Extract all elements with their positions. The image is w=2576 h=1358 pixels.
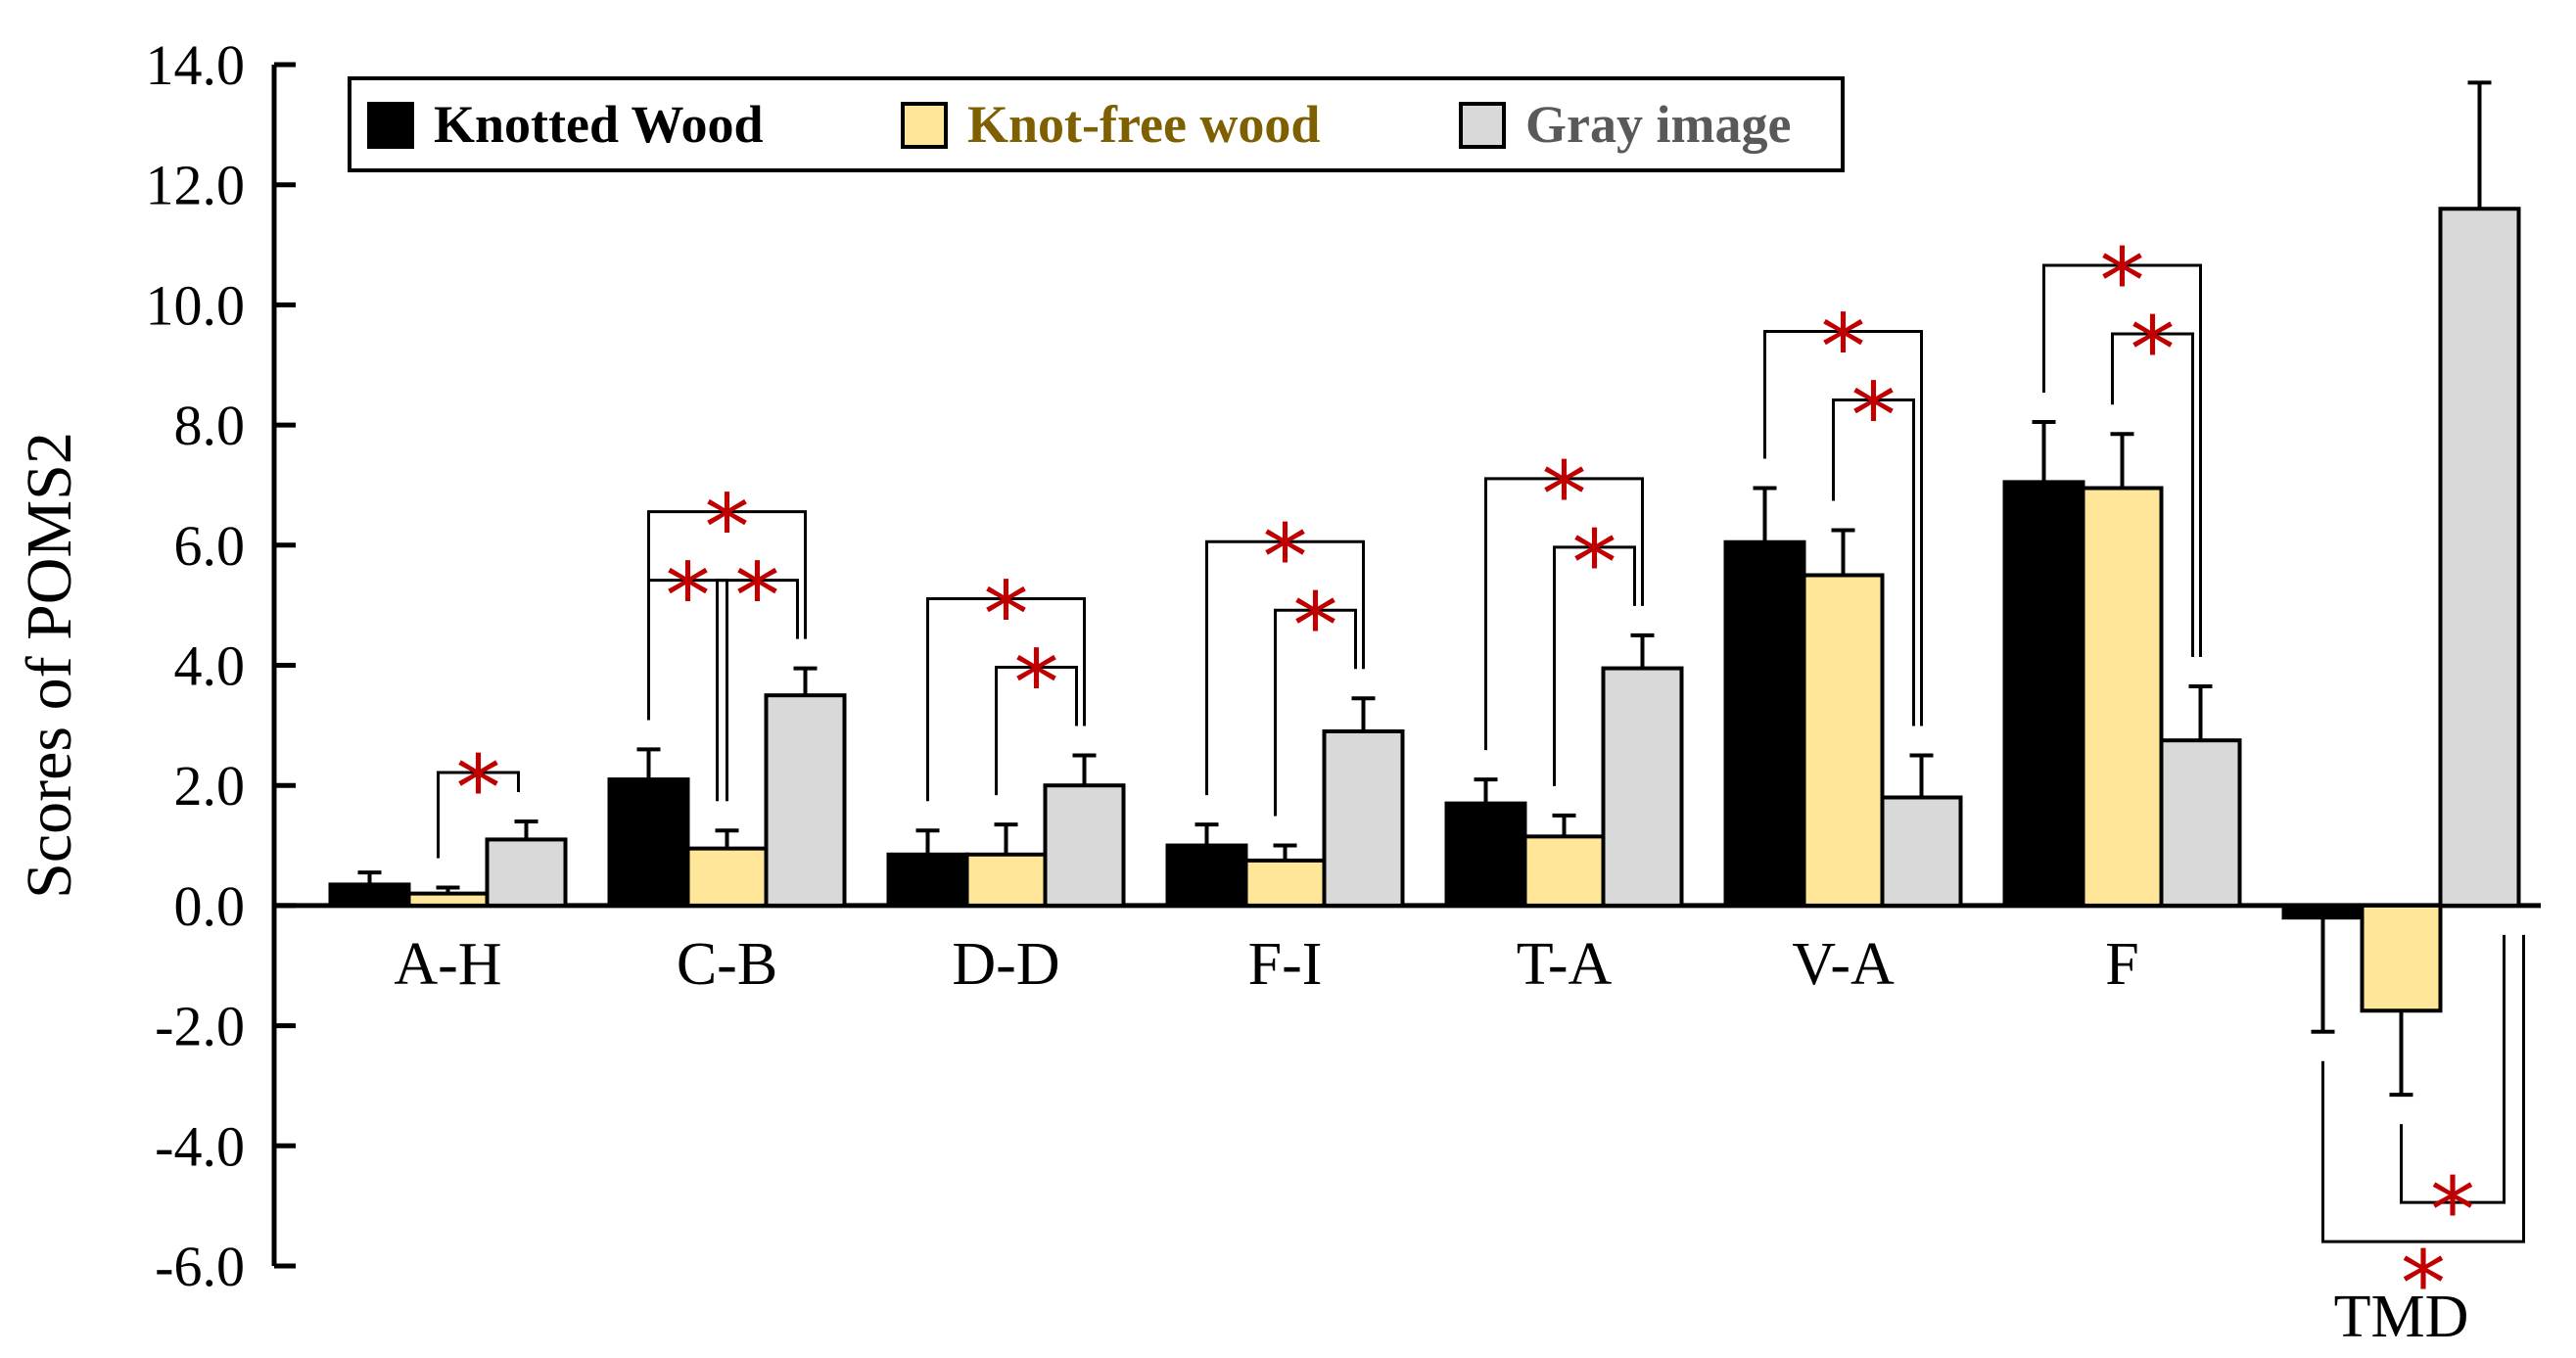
bar-v-a-series-1 <box>1802 573 1885 908</box>
significance-layer: *** * ************ <box>437 229 2525 1336</box>
bar-d-d-series-1 <box>964 852 1048 908</box>
significance-bracket <box>1763 330 1923 726</box>
bar-f-series-2 <box>2159 738 2242 908</box>
x-category-label: V-A <box>1792 931 1895 998</box>
significance-bracket <box>1832 398 1915 726</box>
bar-t-a-series-0 <box>1444 801 1527 908</box>
x-category-label: D-D <box>952 931 1059 998</box>
significance-bracket <box>2042 263 2202 657</box>
legend-label-0: Knotted Wood <box>434 95 764 154</box>
bar-f-i-series-0 <box>1165 843 1248 908</box>
bar-f-i-series-1 <box>1243 858 1327 908</box>
legend-swatch-2 <box>1459 102 1506 149</box>
legend-swatch-1 <box>901 102 948 149</box>
legend-label-2: Gray image <box>1525 95 1791 154</box>
significance-star: * <box>984 563 1029 668</box>
y-tick-label: 6.0 <box>174 514 246 578</box>
significance-bracket <box>995 666 1078 796</box>
y-tick-label: 0.0 <box>174 874 246 938</box>
bar-d-d-series-2 <box>1043 783 1126 908</box>
y-tick-label: 8.0 <box>174 394 246 457</box>
significance-star: * <box>2430 1158 2475 1263</box>
bar-c-b-series-0 <box>607 777 690 908</box>
y-tick-label: 12.0 <box>146 154 246 217</box>
significance-star: * <box>1821 296 1866 400</box>
significance-star: * <box>2100 229 2145 334</box>
x-category-label: C-B <box>677 931 777 998</box>
legend-label-1: Knot-free wood <box>967 95 1320 154</box>
significance-bracket <box>437 771 520 859</box>
significance-bracket <box>1484 477 1644 751</box>
y-tick-label: 10.0 <box>146 273 246 337</box>
significance-star: * <box>1542 443 1587 547</box>
significance-star: * <box>1263 505 1308 610</box>
bar-d-d-series-0 <box>886 852 969 908</box>
bar-c-b-series-2 <box>764 693 847 908</box>
bar-tmd-series-0 <box>2281 903 2365 920</box>
bar-f-series-1 <box>2081 486 2164 908</box>
axes-layer: -6.0 -4.0 -2.0 0.0 2.0 4.0 6.0 8.0 10.0 12.0 14.0 S… <box>14 33 2541 1350</box>
significance-bracket <box>716 579 799 802</box>
x-category-label: A-H <box>394 931 501 998</box>
significance-bracket <box>1274 608 1357 817</box>
significance-bracket <box>2400 934 2506 1204</box>
significance-star: * <box>735 544 780 649</box>
bar-v-a-series-2 <box>1880 795 1963 908</box>
bar-t-a-series-2 <box>1601 666 1684 908</box>
legend-box <box>348 76 1845 172</box>
y-tick-label: -4.0 <box>155 1114 245 1178</box>
significance-star: * <box>1851 364 1897 469</box>
significance-bracket <box>647 579 728 802</box>
x-category-label: F <box>2105 931 2138 998</box>
bar-tmd-series-1 <box>2360 903 2443 1013</box>
y-tick-label: 14.0 <box>146 33 246 97</box>
bars-layer <box>328 80 2521 1098</box>
bar-f-i-series-2 <box>1322 728 1405 908</box>
significance-star: * <box>1293 574 1338 679</box>
bar-v-a-series-0 <box>1723 539 1806 908</box>
significance-star: * <box>1014 632 1059 736</box>
bar-a-h-series-2 <box>485 837 568 908</box>
x-category-label: T-A <box>1517 931 1613 998</box>
significance-bracket <box>2321 934 2525 1243</box>
significance-star: * <box>456 736 501 841</box>
significance-bracket <box>926 597 1086 802</box>
x-category-label: F-I <box>1248 931 1323 998</box>
significance-star: * <box>1572 511 1617 616</box>
legend-swatch-0 <box>367 102 414 149</box>
significance-star: * <box>705 476 750 581</box>
x-category-label: TMD <box>2334 1284 2469 1350</box>
y-tick-label: -2.0 <box>155 995 245 1058</box>
y-tick-label: 2.0 <box>174 754 246 818</box>
legend: Knotted Wood Knot-free wood Gray image <box>348 76 1845 172</box>
bar-c-b-series-1 <box>685 846 769 908</box>
bar-t-a-series-1 <box>1522 834 1606 908</box>
y-tick-label: 4.0 <box>174 634 246 698</box>
y-axis-title: Scores of POMS2 <box>14 432 85 899</box>
significance-bracket <box>1553 545 1636 786</box>
significance-star: * <box>2131 298 2176 402</box>
significance-star: * <box>666 544 711 649</box>
bar-a-h-series-1 <box>406 891 490 908</box>
significance-bracket <box>1205 539 1365 796</box>
bar-tmd-series-2 <box>2438 207 2521 908</box>
y-tick-label: -6.0 <box>155 1235 245 1298</box>
significance-star: * <box>2401 1232 2446 1336</box>
bar-f-series-0 <box>2002 480 2085 908</box>
bar-a-h-series-0 <box>328 882 411 908</box>
significance-bracket <box>2111 332 2194 657</box>
